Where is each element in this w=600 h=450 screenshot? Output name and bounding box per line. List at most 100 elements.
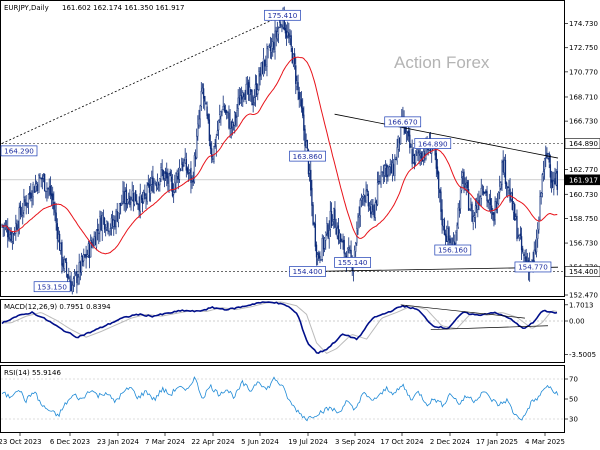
- candle-body: [18, 207, 20, 230]
- candle-body: [331, 221, 334, 225]
- candle-body: [329, 210, 331, 230]
- candle-body: [277, 28, 280, 35]
- candle-body: [537, 228, 539, 239]
- x-axis-label: 23 Jan 2024: [97, 438, 140, 446]
- x-axis-label: 2 Dec 2024: [430, 438, 471, 446]
- price-axis-label: 160.730: [569, 191, 598, 199]
- candle-body: [116, 211, 118, 222]
- candle-body: [80, 256, 83, 273]
- candle-body: [395, 159, 397, 161]
- candle-body: [40, 177, 42, 180]
- price-annotation-box: [33, 281, 71, 293]
- candle-body: [214, 143, 216, 148]
- candle-body: [114, 219, 116, 228]
- candle-body: [230, 121, 232, 129]
- price-annotation-box: [434, 244, 472, 256]
- candle-body: [344, 253, 346, 255]
- candle-body: [338, 232, 341, 241]
- candle-body: [53, 201, 55, 210]
- candle-body: [269, 46, 272, 52]
- candle-body: [325, 231, 327, 241]
- candle-body: [139, 193, 141, 212]
- macd-trend-line: [400, 304, 525, 319]
- candle-body: [67, 274, 69, 279]
- candle-body: [518, 234, 520, 239]
- price-axis-label: 156.730: [569, 240, 598, 248]
- candle-body: [162, 170, 164, 180]
- candle-body: [247, 82, 250, 95]
- candle-body: [43, 174, 46, 192]
- candle-body: [366, 189, 368, 193]
- x-axis-label: 22 Apr 2024: [191, 438, 235, 446]
- price-annotation-label: 175.410: [268, 11, 298, 20]
- x-axis-label: 7 Mar 2024: [145, 438, 185, 446]
- candle-body: [232, 123, 235, 126]
- candle-body: [320, 259, 322, 261]
- candle-body: [497, 192, 500, 204]
- candle-body: [357, 216, 359, 231]
- candle-body: [486, 191, 488, 202]
- candle-body: [181, 163, 183, 171]
- candle-body: [367, 193, 370, 207]
- candle-body: [252, 103, 254, 105]
- candle-body: [552, 180, 554, 188]
- candle-body: [199, 105, 201, 120]
- candle-body: [503, 159, 505, 173]
- candle-body: [41, 177, 43, 180]
- candle-body: [546, 152, 548, 158]
- price-panel-frame: [0, 0, 565, 297]
- price-annotation-box: [289, 266, 326, 277]
- candle-body: [514, 204, 516, 221]
- candle-body: [164, 171, 167, 174]
- price-annotation-box: [289, 150, 326, 162]
- candle-body: [166, 172, 168, 179]
- candle-body: [299, 97, 302, 99]
- candle-body: [159, 178, 161, 186]
- candle-body: [554, 178, 556, 185]
- candle-body: [285, 30, 288, 38]
- candle-body: [517, 236, 519, 239]
- candle-body: [540, 192, 542, 197]
- candle-body: [419, 154, 421, 156]
- chart-header-symbol: EURJPY,Daily: [4, 4, 49, 12]
- candle-body: [490, 205, 493, 211]
- candle-body: [397, 135, 399, 150]
- candle-body: [130, 199, 132, 203]
- x-axis-label: 4 Mar 2025: [525, 438, 565, 446]
- candle-body: [251, 90, 253, 106]
- candle-body: [259, 73, 261, 77]
- candle-body: [311, 187, 313, 206]
- candle-body: [158, 182, 160, 186]
- candle-body: [365, 189, 367, 202]
- candle-body: [176, 171, 178, 177]
- candle-body: [22, 212, 24, 214]
- candle-body: [48, 188, 50, 190]
- candle-body: [541, 174, 543, 194]
- candle-body: [126, 199, 129, 204]
- candle-body: [449, 238, 451, 244]
- trend-line: [1, 14, 283, 144]
- candle-body: [296, 80, 298, 87]
- candle-body: [359, 199, 361, 217]
- candle-body: [266, 48, 268, 67]
- candle-body: [10, 231, 12, 241]
- candle-body: [46, 188, 48, 192]
- candle-body: [34, 183, 37, 192]
- candle-body: [200, 90, 202, 107]
- candle-body: [239, 95, 242, 104]
- candle-body: [341, 241, 343, 243]
- candle-body: [435, 152, 437, 169]
- candle-body: [50, 193, 53, 197]
- macd-layer: [1, 301, 564, 355]
- price-annotation-label: 164.290: [4, 147, 34, 156]
- candle-body: [24, 199, 26, 203]
- candle-body: [323, 237, 326, 249]
- candle-body: [511, 192, 514, 210]
- candle-body: [182, 161, 184, 168]
- candle-body: [19, 205, 22, 215]
- candle-body: [12, 233, 15, 235]
- candle-body: [55, 212, 57, 223]
- macd-title: MACD(12,26,9) 0.7951 0.8394: [4, 303, 111, 311]
- candle-body: [492, 212, 494, 215]
